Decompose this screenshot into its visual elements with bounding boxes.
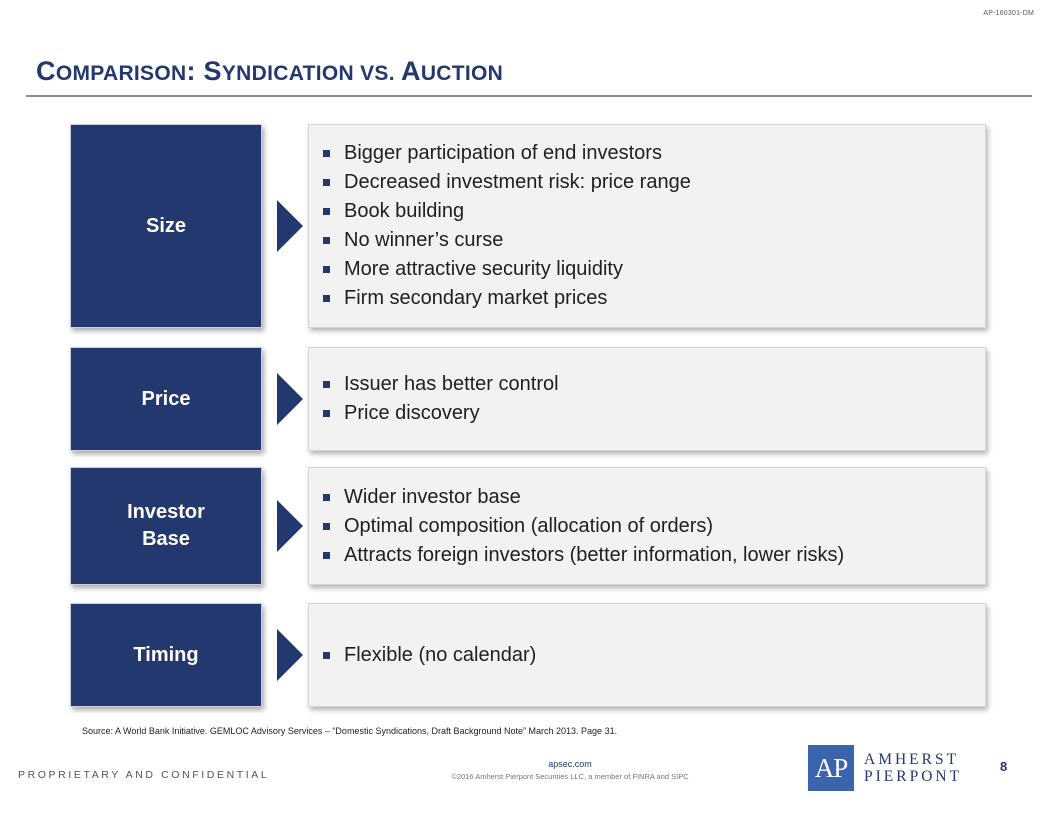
- title-part-2-cap: : S: [186, 56, 222, 86]
- source-note: Source: A World Bank Initiative. GEMLOC …: [82, 726, 618, 736]
- footer-center: apsec.com ©2016 Amherst Pierpont Securit…: [400, 759, 740, 781]
- arrow-right-icon: [277, 373, 303, 425]
- logo-line-2: PIERPONT: [864, 768, 963, 785]
- title-part-1-rest: OMPARISON: [55, 62, 187, 85]
- title-part-3-rest: UCTION: [420, 62, 504, 85]
- arrow-right-icon: [277, 200, 303, 252]
- square-bullet-icon: [323, 522, 330, 530]
- arrow-right-icon: [277, 629, 303, 681]
- comparison-row-size: Size Bigger participation of end investo…: [70, 124, 988, 328]
- row-label-timing: Timing: [70, 603, 262, 707]
- row-content-investor-base: Wider investor base Optimal composition …: [308, 467, 986, 585]
- arrow-right-icon: [277, 500, 303, 552]
- bullet-item: Book building: [323, 197, 985, 226]
- bullet-item: Attracts foreign investors (better infor…: [323, 541, 985, 570]
- bullet-item: More attractive security liquidity: [323, 255, 985, 284]
- title-part-3-cap: A: [401, 56, 421, 86]
- bullet-item: Bigger participation of end investors: [323, 139, 985, 168]
- bullet-item: Flexible (no calendar): [323, 641, 985, 670]
- square-bullet-icon: [323, 179, 330, 186]
- square-bullet-icon: [323, 551, 330, 559]
- logo-line-1: AMHERST: [864, 751, 960, 768]
- row-content-timing: Flexible (no calendar): [308, 603, 986, 707]
- square-bullet-icon: [323, 295, 330, 302]
- page-title: COMPARISON: SYNDICATION VS. AUCTION: [36, 56, 503, 87]
- square-bullet-icon: [323, 651, 330, 659]
- title-part-1-cap: C: [36, 56, 56, 86]
- title-part-2-rest: YNDICATION VS.: [221, 62, 401, 85]
- bullet-item: Wider investor base: [323, 483, 985, 512]
- bullet-item: Price discovery: [323, 399, 985, 428]
- square-bullet-icon: [323, 150, 330, 157]
- bullet-item: Decreased investment risk: price range: [323, 168, 985, 197]
- comparison-row-price: Price Issuer has better control Price di…: [70, 347, 988, 451]
- square-bullet-icon: [323, 493, 330, 501]
- square-bullet-icon: [323, 208, 330, 215]
- row-label-investor-base: Investor Base: [70, 467, 262, 585]
- page-number: 8: [1000, 759, 1008, 774]
- comparison-row-investor-base: Investor Base Wider investor base Optima…: [70, 467, 988, 585]
- copyright-text: ©2016 Amherst Pierpont Securities LLC, a…: [451, 772, 689, 781]
- row-label-price: Price: [70, 347, 262, 451]
- bullet-item: Issuer has better control: [323, 370, 985, 399]
- company-logo-text: AMHERST PIERPONT: [864, 751, 962, 785]
- bullet-item: Firm secondary market prices: [323, 284, 985, 313]
- document-id: AP-160301-DM: [983, 10, 1034, 17]
- square-bullet-icon: [323, 410, 330, 417]
- bullet-item: Optimal composition (allocation of order…: [323, 512, 985, 541]
- row-content-size: Bigger participation of end investors De…: [308, 124, 986, 328]
- square-bullet-icon: [323, 237, 330, 244]
- website-link[interactable]: apsec.com: [548, 759, 592, 769]
- row-label-size: Size: [70, 124, 262, 328]
- bullet-item: No winner’s curse: [323, 226, 985, 255]
- confidentiality-notice: PROPRIETARY AND CONFIDENTIAL: [18, 769, 270, 781]
- square-bullet-icon: [323, 381, 330, 388]
- comparison-row-timing: Timing Flexible (no calendar): [70, 603, 988, 707]
- square-bullet-icon: [323, 266, 330, 273]
- company-logo-icon: AP: [808, 745, 854, 791]
- row-content-price: Issuer has better control Price discover…: [308, 347, 986, 451]
- title-divider: [26, 95, 1032, 97]
